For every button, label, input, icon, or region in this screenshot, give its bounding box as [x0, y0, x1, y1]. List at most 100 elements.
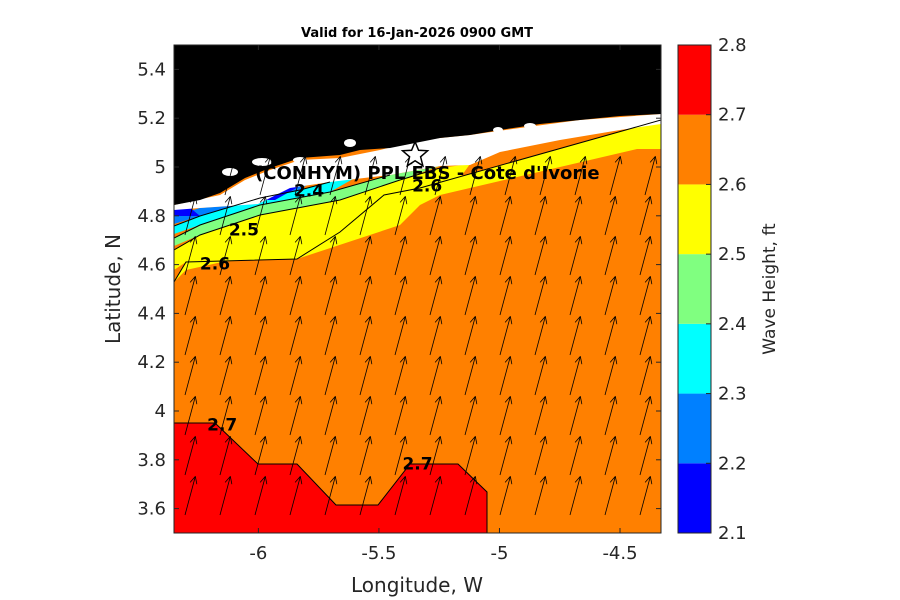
wave-arrow-head: [474, 236, 478, 245]
contour-label: 2.4: [294, 181, 324, 201]
wave-arrow-head: [649, 316, 653, 325]
y-tick-label: 5: [155, 157, 166, 178]
wave-arrow-head: [579, 436, 583, 445]
wave-arrow-head: [229, 276, 233, 285]
wave-arrow-head: [474, 396, 478, 405]
wave-arrow-head: [329, 316, 336, 323]
wave-arrow-head: [299, 236, 303, 245]
wave-arrow-head: [614, 476, 618, 485]
wave-arrow-head: [609, 196, 616, 203]
wave-arrow-head: [264, 396, 268, 405]
wave-arrow-shaft: [359, 436, 371, 476]
wave-arrow-head: [334, 276, 338, 285]
wave-arrow-head: [329, 396, 336, 403]
colorbar-tick-label: 2.1: [718, 523, 747, 544]
wave-arrow-shaft: [639, 316, 651, 356]
wave-arrow-shaft: [289, 316, 301, 356]
wave-arrow-shaft: [534, 316, 546, 356]
wave-arrow-shaft: [429, 236, 441, 276]
wave-arrow-shaft: [254, 396, 266, 436]
wave-arrow-shaft: [464, 476, 476, 516]
wave-arrow-head: [369, 476, 373, 485]
wave-arrow-shaft: [469, 156, 481, 196]
wave-arrow-head: [294, 316, 301, 323]
wave-arrow-head: [404, 276, 408, 285]
wave-arrow-shaft: [184, 476, 196, 516]
wave-arrow-head: [334, 356, 338, 365]
wave-arrow-head: [434, 356, 441, 363]
wave-arrow-shaft: [639, 196, 651, 236]
wave-arrow-head: [514, 156, 518, 165]
wave-arrow-shaft: [464, 436, 476, 476]
wave-arrow-head: [544, 476, 548, 485]
wave-arrow-head: [644, 356, 651, 363]
wave-arrow-head: [469, 276, 476, 283]
wave-arrow-head: [364, 196, 371, 203]
wave-arrow-head: [334, 236, 338, 245]
wave-arrow-head: [229, 356, 233, 365]
wave-arrow-shaft: [324, 396, 336, 436]
wave-arrow-head: [259, 476, 266, 483]
wave-arrow-head: [574, 436, 581, 443]
wave-arrow-head: [504, 196, 511, 203]
wave-arrow-head: [229, 396, 233, 405]
colorbar-tick-label: 2.5: [718, 244, 747, 265]
wave-arrow-head: [264, 236, 268, 245]
wave-arrow-head: [649, 396, 653, 405]
wave-arrow-head: [439, 156, 446, 163]
contour-region-2.7-2.8: [174, 423, 487, 533]
wave-arrow-head: [539, 436, 546, 443]
wave-arrow-head: [224, 356, 231, 363]
wave-arrow-head: [304, 156, 308, 165]
y-tick-label: 4.6: [137, 255, 166, 276]
wave-arrow-head: [259, 436, 266, 443]
wave-arrow-shaft: [324, 276, 336, 316]
wave-arrow-shaft: [184, 396, 196, 436]
wave-arrow-head: [544, 436, 548, 445]
wave-arrow-head: [649, 356, 653, 365]
wave-arrow-shaft: [219, 196, 231, 236]
wave-arrow-head: [579, 276, 583, 285]
colorbar-ticks: 2.1 2.2 2.3 2.4 2.5 2.6 2.7 2.8: [706, 35, 747, 544]
wave-arrow-head: [369, 436, 373, 445]
wave-arrow-shaft: [324, 196, 336, 236]
wave-arrow-shaft: [464, 196, 476, 236]
colorbar-tick-label: 2.2: [718, 453, 747, 474]
y-axis-ticks: 3.6 3.8 4 4.2 4.4 4.6 4.8 5 5.2 5.4: [137, 59, 661, 520]
wave-arrow-head: [579, 196, 583, 205]
wave-arrow-head: [334, 476, 338, 485]
wave-arrow-head: [194, 236, 198, 245]
wave-arrow-head: [439, 196, 443, 205]
y-tick-label: 4.2: [137, 352, 166, 373]
x-tick-label: -6: [249, 543, 267, 564]
wave-arrow-head: [469, 356, 476, 363]
wave-arrow-head: [539, 316, 546, 323]
wave-arrow-head: [334, 196, 338, 205]
wave-arrow-shaft: [359, 276, 371, 316]
wave-arrow-head: [259, 196, 266, 203]
wave-arrow-head: [579, 156, 586, 163]
wave-arrow-shaft: [604, 276, 616, 316]
wave-arrow-shaft: [464, 316, 476, 356]
wave-arrow-shaft: [569, 316, 581, 356]
wave-arrow-head: [434, 476, 441, 483]
wave-arrow-shaft: [499, 356, 511, 396]
wave-arrow-head: [609, 276, 616, 283]
wave-arrow-head: [364, 476, 371, 483]
land-mask: [174, 45, 661, 205]
wave-arrow-head: [609, 476, 616, 483]
wave-arrow-head: [369, 236, 373, 245]
wave-arrow-head: [544, 156, 551, 163]
wave-arrow-head: [539, 276, 546, 283]
wave-arrow-head: [439, 276, 443, 285]
contour-label: 2.6: [200, 254, 230, 274]
wave-arrow-head: [299, 316, 303, 325]
wave-arrow-shaft: [499, 236, 511, 276]
wave-arrow-shaft: [499, 316, 511, 356]
wave-arrow-head: [194, 276, 198, 285]
wave-arrow-head: [399, 476, 406, 483]
contour-labels: 2.4 2.5 2.6 2.6 2.7 2.7: [200, 176, 442, 474]
wave-arrow-head: [404, 476, 408, 485]
wave-arrow-head: [504, 476, 511, 483]
wave-arrow-head: [539, 396, 546, 403]
